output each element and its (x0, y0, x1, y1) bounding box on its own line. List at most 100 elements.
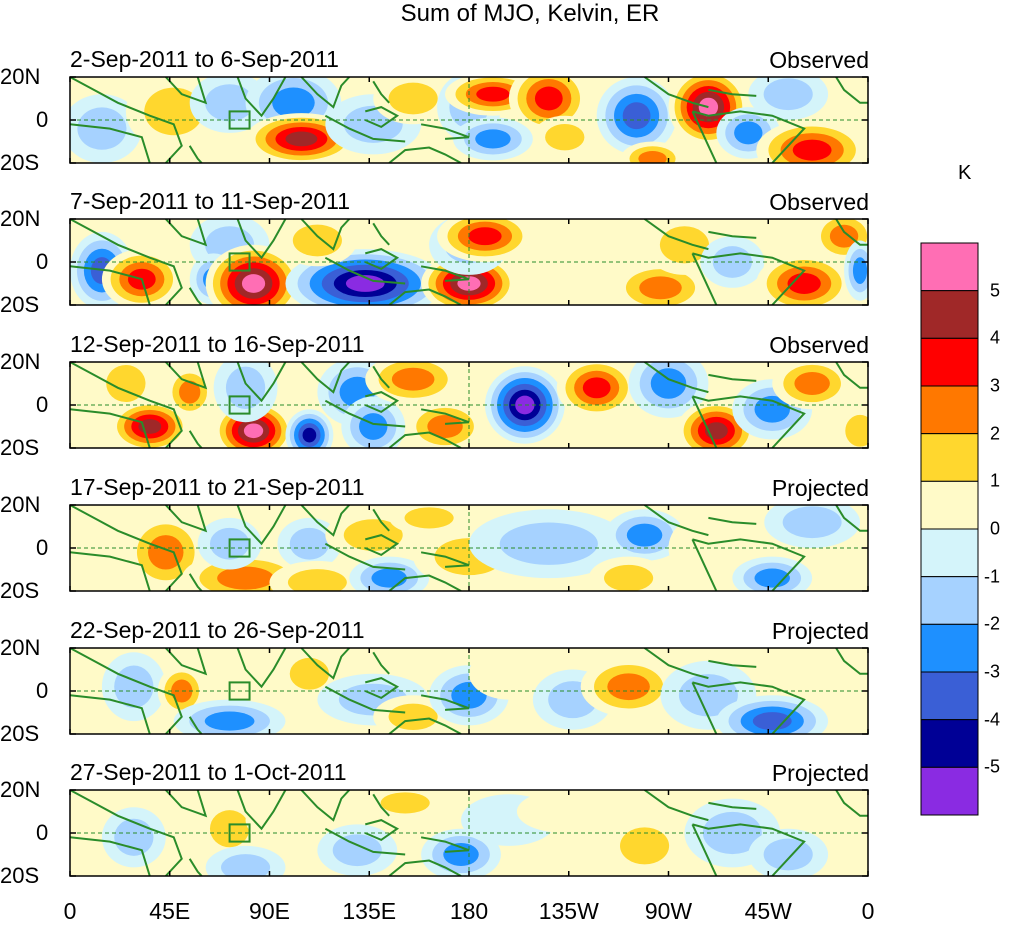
lon-label: 90E (249, 898, 290, 924)
anomaly-contour (380, 792, 430, 814)
anomaly-contour (782, 506, 842, 539)
coastline (188, 716, 203, 734)
coastline (324, 827, 406, 856)
coastline (835, 77, 868, 104)
colorbar-swatch (920, 337, 979, 387)
lon-label: 135E (342, 898, 397, 924)
anomaly-contour (845, 414, 868, 447)
coastline (165, 77, 208, 105)
map-panel (69, 647, 869, 735)
coastline (388, 574, 462, 591)
colorbar-swatch (920, 385, 979, 435)
coastline (372, 508, 390, 532)
anomaly-contour (272, 87, 315, 119)
anomaly-contour (289, 657, 330, 690)
coastline (692, 395, 806, 448)
anomaly-contour (345, 275, 385, 292)
coastline (372, 651, 390, 675)
anomaly-contour (639, 276, 682, 300)
coastline (364, 106, 400, 129)
coastline (70, 77, 183, 163)
map-panel (69, 789, 869, 877)
anomaly-contour (702, 811, 762, 855)
coastline (835, 362, 868, 389)
colorbar-tick-label: -4 (984, 709, 1001, 730)
anomaly-contour (626, 523, 663, 547)
coastline (643, 505, 709, 537)
anomaly-contour (148, 535, 184, 570)
coastline (70, 790, 183, 876)
coastline (420, 694, 470, 711)
coastline (420, 265, 470, 282)
anomaly-contour (106, 364, 146, 403)
anomaly-contour (469, 648, 549, 700)
coastline (364, 248, 400, 271)
coastline (420, 123, 470, 140)
map-panel (69, 504, 869, 592)
region-box (228, 538, 251, 558)
coastline (364, 534, 400, 557)
anomaly-contour (829, 224, 859, 248)
anomaly-contour (391, 367, 435, 391)
lat-label: 20N (0, 206, 41, 231)
coastline (692, 681, 806, 734)
coastline (364, 677, 400, 700)
lon-label: 45W (744, 898, 792, 924)
coastline (692, 538, 806, 591)
anomaly-contour (545, 123, 585, 151)
anomaly-contour (221, 854, 271, 876)
panel-type-label: Observed (769, 189, 869, 215)
lat-label: 0 (36, 392, 49, 417)
coastline (165, 362, 208, 390)
anomaly-contour (794, 372, 830, 395)
coastline (420, 408, 470, 425)
coastline (372, 222, 390, 246)
anomaly-contour (792, 139, 832, 161)
anomaly-contour (754, 395, 790, 423)
region-box (228, 681, 251, 701)
anomaly-contour (289, 527, 330, 560)
colorbar-swatch (920, 719, 979, 768)
coastline (708, 516, 757, 525)
lon-label: 90W (644, 898, 693, 924)
coastline (643, 790, 709, 822)
coastline (188, 858, 203, 876)
anomaly-contour (515, 395, 535, 415)
coastline (70, 836, 151, 876)
coastline (388, 859, 462, 876)
lon-label: 180 (449, 898, 489, 924)
anomaly-contour (476, 86, 510, 102)
figure-title: Sum of MJO, Kelvin, ER (400, 0, 660, 27)
coastline (70, 219, 183, 305)
lon-label: 0 (861, 898, 875, 924)
colorbar-tick-label: 3 (990, 375, 1001, 396)
lat-label: 0 (36, 820, 49, 845)
coastline (388, 146, 462, 163)
panel-type-label: Observed (769, 47, 869, 73)
lon-label: 135W (538, 898, 599, 924)
lat-label: 20N (0, 777, 41, 802)
colorbar-swatch (920, 576, 979, 625)
coastline (300, 505, 351, 537)
coastline (300, 362, 351, 394)
colorbar-tick-label: 5 (990, 280, 1001, 301)
coastline (708, 801, 757, 810)
panel-date-range: 27-Sep-2011 to 1-Oct-2011 (70, 759, 347, 785)
coastline (300, 77, 351, 109)
panel-date-range: 22-Sep-2011 to 26-Sep-2011 (70, 617, 365, 643)
anomaly-contour (114, 818, 154, 856)
coastline (236, 77, 287, 118)
lat-label: 20S (0, 721, 40, 746)
coastline (388, 288, 462, 305)
coastline (420, 836, 470, 853)
anomaly-contour (388, 703, 438, 731)
anomaly-contour (516, 790, 613, 833)
anomaly-contour (287, 569, 347, 591)
coastline (372, 793, 390, 817)
coastline (835, 219, 868, 246)
anomaly-contour (499, 522, 598, 565)
coastline (364, 819, 400, 842)
region-box (228, 823, 251, 843)
colorbar-tick-label: 0 (990, 518, 1001, 539)
